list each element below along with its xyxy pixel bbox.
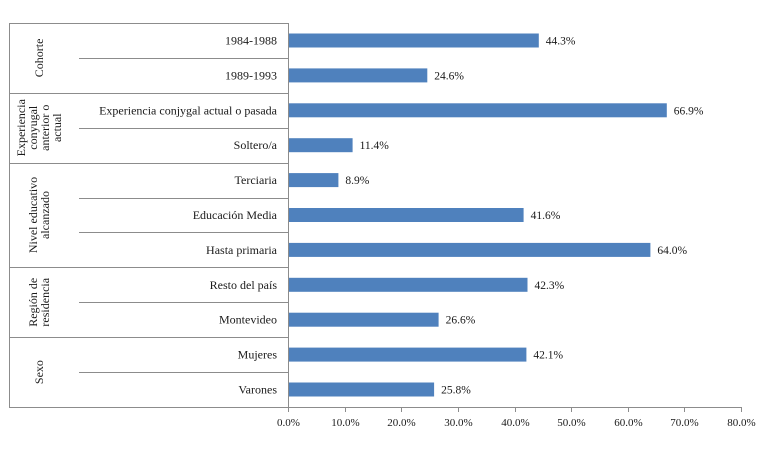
bar-experiencia-conjygal-actual-o-pasada <box>289 103 667 118</box>
category-label-terciaria: Terciaria <box>235 173 278 187</box>
group-label-cohorte: Cohorte <box>32 39 46 78</box>
category-label-educacion-media: Educación Media <box>193 208 278 222</box>
value-label-1989-1993: 24.6% <box>434 70 464 82</box>
category-label-1984-1988: 1984-1988 <box>225 34 277 48</box>
category-label-varones: Varones <box>238 383 277 397</box>
category-label-soltero-a: Soltero/a <box>234 138 278 152</box>
value-label-experiencia-conjygal-actual-o-pasada: 66.9% <box>674 105 704 117</box>
bar-montevideo <box>289 312 439 327</box>
group-label-line: conyugal <box>26 105 40 150</box>
group-label-line: anterior o <box>38 105 52 151</box>
x-tick-label: 50.0% <box>557 417 585 429</box>
category-label-hasta-primaria: Hasta primaria <box>206 243 278 257</box>
value-label-educacion-media: 41.6% <box>531 210 561 222</box>
group-label-nivel-educativo-alcanzado: Nivel educativoalcanzado <box>26 177 52 253</box>
value-label-1984-1988: 44.3% <box>546 36 576 48</box>
bar-educacion-media <box>289 208 524 222</box>
value-label-varones: 25.8% <box>441 385 471 397</box>
value-label-soltero-a: 11.4% <box>360 140 390 152</box>
bar-terciaria <box>289 173 339 188</box>
x-tick-label: 10.0% <box>331 417 359 429</box>
category-label-montevideo: Montevideo <box>219 313 277 327</box>
group-label-region-de-residencia: Región deresidencia <box>26 277 52 326</box>
bar-1989-1993 <box>289 68 428 83</box>
x-tick-label: 40.0% <box>501 417 529 429</box>
value-label-hasta-primaria: 64.0% <box>657 245 687 257</box>
bar-1984-1988 <box>289 33 539 48</box>
bars-layer <box>289 33 667 397</box>
chart-structure <box>9 23 742 412</box>
bar-mujeres <box>289 347 527 362</box>
x-tick-label: 70.0% <box>670 417 698 429</box>
value-label-mujeres: 42.1% <box>533 350 563 362</box>
group-label-sexo: Sexo <box>32 360 46 384</box>
group-label-line: residencia <box>38 277 52 326</box>
category-label-1989-1993: 1989-1993 <box>225 68 277 82</box>
x-tick-label: 30.0% <box>444 417 472 429</box>
group-label-line: alcanzado <box>38 191 52 239</box>
group-label-line: actual <box>50 113 64 142</box>
x-tick-label: 20.0% <box>387 417 415 429</box>
value-label-terciaria: 8.9% <box>345 175 369 187</box>
group-label-line: Experiencia <box>14 98 28 156</box>
bar-soltero-a <box>289 138 353 153</box>
group-label-line: Sexo <box>32 360 46 384</box>
bar-resto-del-pais <box>289 277 528 292</box>
group-label-line: Cohorte <box>32 39 46 78</box>
group-label-line: Región de <box>26 278 40 327</box>
x-tick-label: 0.0% <box>277 417 300 429</box>
group-label-line: Nivel educativo <box>26 177 40 253</box>
value-label-resto-del-pais: 42.3% <box>535 280 565 292</box>
value-label-montevideo: 26.6% <box>446 315 476 327</box>
category-label-resto-del-pais: Resto del país <box>210 278 278 292</box>
category-label-experiencia-conjygal-actual-o-pasada: Experiencia conjygal actual o pasada <box>99 103 278 117</box>
group-label-experiencia-conyugal-anterior-o-actual: Experienciaconyugalanterior oactual <box>14 98 64 156</box>
x-tick-label: 60.0% <box>614 417 642 429</box>
labels-layer: 0.0% 10.0% 20.0% 30.0% 40.0% 50.0% 60.0% 70.0% 8… <box>14 34 756 430</box>
bar-hasta-primaria <box>289 242 651 257</box>
bar-varones <box>289 382 435 397</box>
x-tick-label: 80.0% <box>727 417 755 429</box>
category-label-mujeres: Mujeres <box>238 348 278 362</box>
